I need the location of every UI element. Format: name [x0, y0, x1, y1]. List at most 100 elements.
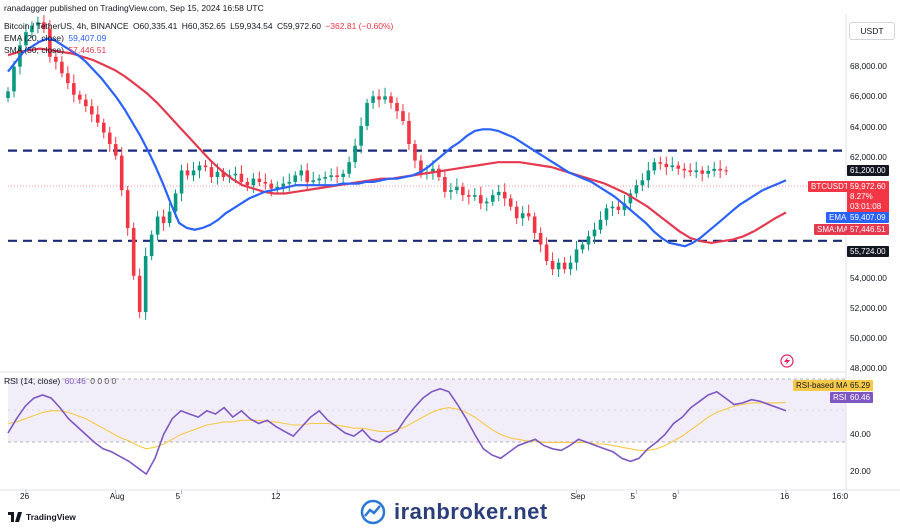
candle-body	[544, 244, 549, 261]
rsi-ma-label-tag: RSI-based MA	[793, 380, 852, 391]
currency-button[interactable]: USDT	[849, 22, 895, 40]
candle-body	[221, 172, 226, 178]
iranbroker-logo-icon	[360, 499, 386, 525]
tradingview-brand[interactable]: TradingView	[8, 512, 76, 522]
candle-body	[706, 170, 710, 174]
candle-body	[329, 175, 333, 178]
candle-body	[473, 195, 477, 197]
ema20-line	[7, 37, 787, 248]
publisher-line: ranadagger published on TradingView.com,…	[4, 3, 266, 14]
candle-body	[317, 178, 321, 181]
symbol-line: Bitcoin / TetherUS, 4h, BINANCE O60,335.…	[4, 21, 395, 32]
x-axis-label: Aug	[109, 491, 125, 501]
candle-body	[215, 172, 220, 178]
rsi-line	[7, 387, 787, 476]
candle-body	[682, 168, 687, 171]
candle-body	[496, 191, 501, 196]
x-axis-label: 5	[175, 491, 181, 501]
symbol-name: Bitcoin / TetherUS, 4h, BINANCE	[4, 21, 129, 31]
x-axis-label: 16	[780, 491, 790, 501]
watermark: iranbroker.net	[360, 499, 548, 525]
rsi-axis-label: 20.00	[850, 466, 871, 476]
btc-price-value: 59,972.60	[850, 182, 886, 191]
ema-legend-value: 59,407.09	[68, 33, 107, 43]
sma-legend[interactable]: SMA (50, close) 57,446.51	[4, 45, 108, 56]
candle-body	[407, 121, 411, 145]
candle-body	[419, 160, 423, 174]
candle-body	[437, 168, 441, 178]
candle-body	[640, 180, 645, 186]
rsi-label-tag: RSI	[830, 392, 850, 403]
candle-body	[622, 203, 627, 210]
candle-body	[78, 94, 82, 100]
candle-body	[305, 170, 310, 182]
price-axis-label: 64,000.00	[850, 122, 887, 132]
candle-body	[652, 162, 657, 171]
candle-body	[484, 201, 489, 204]
candle-body	[550, 260, 555, 270]
candle-body	[137, 275, 142, 313]
candle-body	[30, 25, 34, 33]
candle-body	[478, 195, 483, 204]
x-axis-label: 5	[630, 491, 635, 501]
candle-body	[42, 22, 46, 29]
candle-body	[670, 165, 675, 168]
candle-body	[616, 206, 621, 210]
candle-body	[125, 190, 130, 229]
candle-body	[449, 190, 453, 192]
btc-symbol-tag: BTCUSDT	[808, 181, 852, 192]
sma-legend-label: SMA (50, close)	[4, 45, 64, 55]
candle-body	[179, 170, 184, 194]
candle-body	[610, 206, 615, 209]
candle-body	[556, 262, 561, 270]
candle-body	[60, 61, 64, 74]
sma-value-tag: 57,446.51	[847, 224, 889, 235]
x-ticks	[25, 490, 787, 494]
candle-body	[293, 175, 298, 182]
candle-body	[574, 249, 579, 263]
candle-body	[203, 165, 208, 168]
candle-body	[54, 56, 58, 62]
btc-timer-value: 03:01:08	[850, 202, 882, 211]
price-axis-label: 52,000.00	[850, 303, 887, 313]
watermark-text: iranbroker.net	[394, 499, 548, 524]
rsi-legend[interactable]: RSI (14, close) 60.46 0 0 0 0	[4, 376, 118, 387]
candle-body	[514, 206, 519, 219]
ema-legend[interactable]: EMA (20, close) 59,407.09	[4, 33, 108, 44]
candle-body	[347, 162, 351, 174]
lightning-icon[interactable]	[780, 354, 794, 368]
candle-body	[688, 170, 693, 173]
rsi-legend-value: 60.46	[64, 376, 86, 386]
candle-body	[461, 186, 465, 196]
level-high-tag: 61,200.00	[847, 165, 889, 176]
candle-body	[634, 185, 639, 194]
ema-legend-label: EMA (20, close)	[4, 33, 64, 43]
candle-body	[101, 122, 106, 133]
candle-body	[233, 173, 238, 176]
price-axis-label: 66,000.00	[850, 91, 887, 101]
rsi-ma-line	[7, 401, 787, 451]
rsi-legend-extra: 0 0 0 0	[90, 376, 117, 386]
ema-label-tag: EMA	[826, 212, 850, 223]
rsi-legend-label: RSI (14, close)	[4, 376, 61, 386]
candle-body	[694, 170, 699, 173]
candle-body	[580, 244, 585, 250]
rsi-band	[8, 379, 846, 442]
price-axis-label: 54,000.00	[850, 273, 887, 283]
candle-body	[401, 111, 405, 122]
candle-body	[143, 256, 148, 313]
candle-body	[36, 22, 40, 26]
ema-value-tag: 59,407.09	[847, 212, 889, 223]
candle-body	[538, 232, 543, 245]
candle-body	[520, 213, 525, 219]
candle-body	[107, 132, 112, 145]
candle-body	[281, 183, 286, 187]
btc-change-value: 8.27%	[850, 192, 873, 201]
candle-body	[604, 208, 609, 220]
candle-body	[185, 170, 190, 176]
candle-body	[95, 114, 100, 123]
rsi-value-tag: 60.46	[847, 392, 874, 403]
candle-body	[532, 216, 537, 233]
candle-body	[700, 170, 705, 174]
